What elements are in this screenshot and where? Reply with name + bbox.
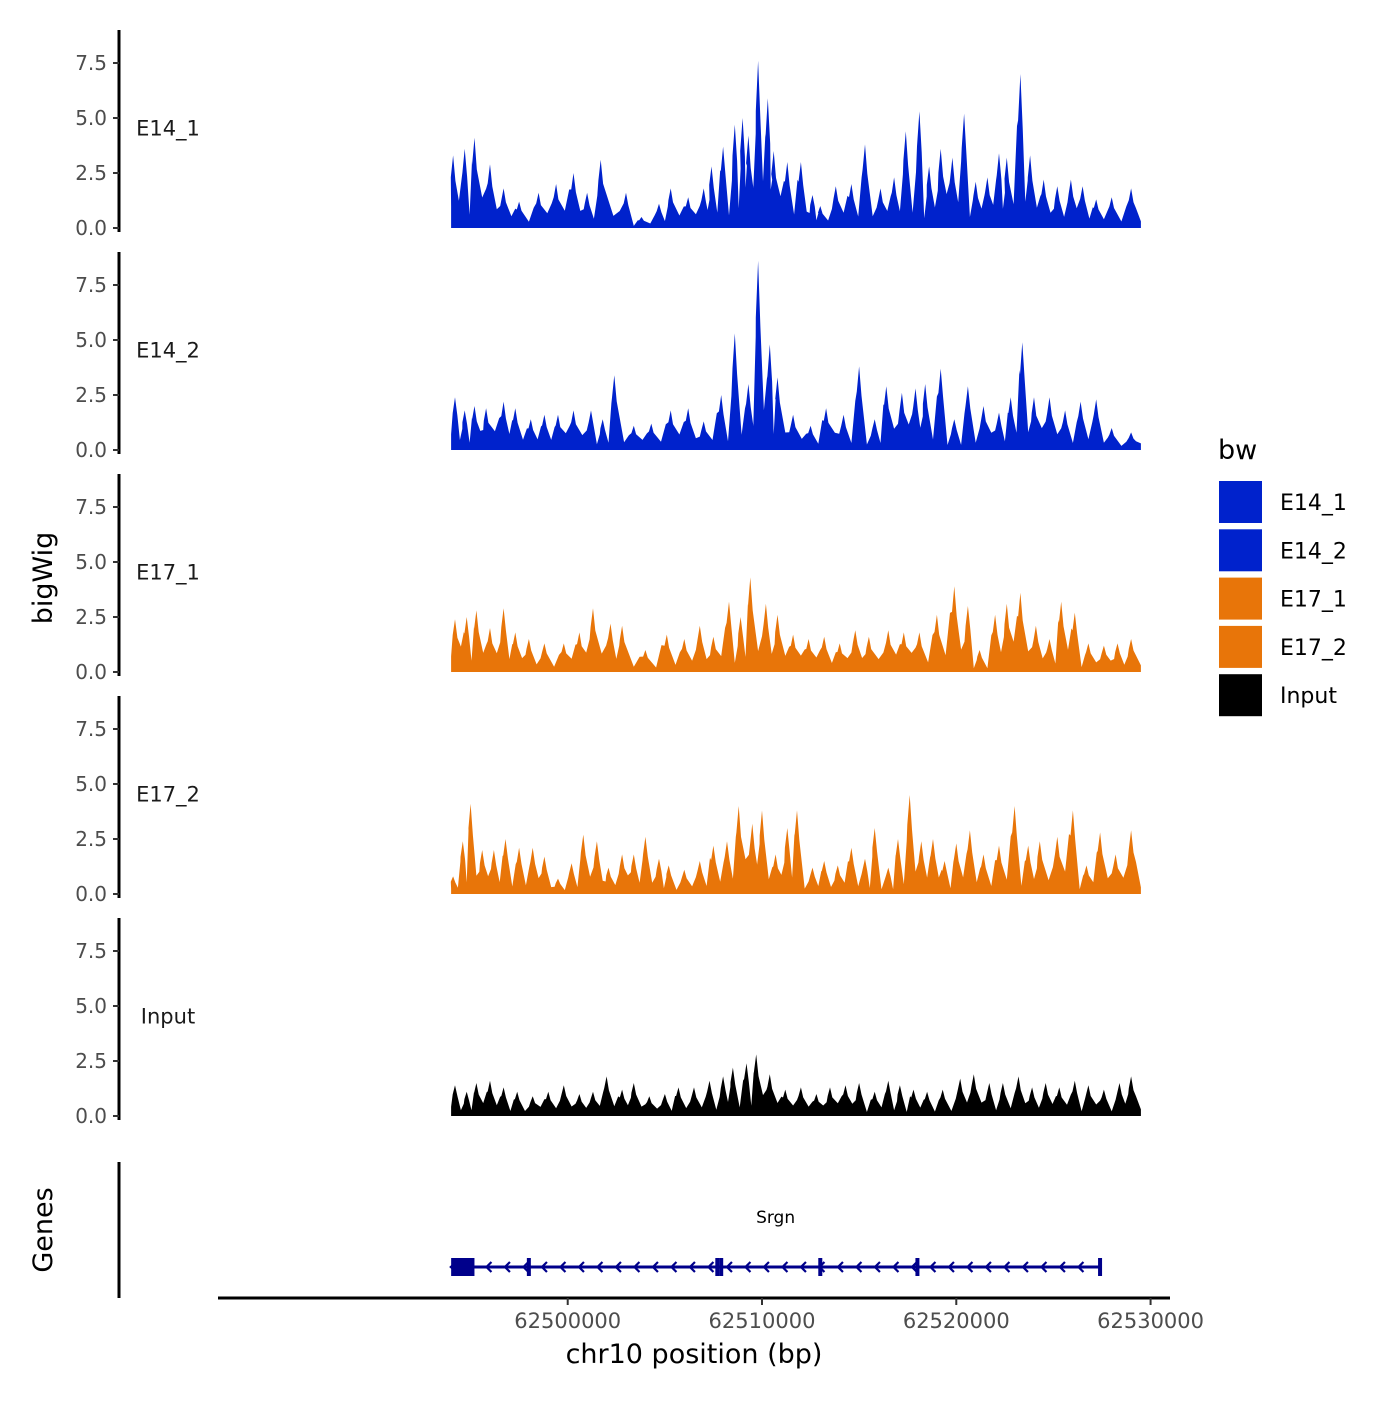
y-tick-label: 5.0 [75,772,107,796]
x-tick-label: 62530000 [1097,1309,1204,1333]
legend-label: E17_2 [1280,636,1347,661]
y-tick-label: 5.0 [75,106,107,130]
x-tick-label: 62510000 [709,1309,816,1333]
x-axis: 62500000 62510000 62520000 62530000 [218,1298,1204,1333]
y-tick-label: 7.5 [75,717,107,741]
y-tick-label: 2.5 [75,161,107,185]
y-tick-label: 0.0 [75,438,107,462]
track-E17_2: 0.0 2.5 5.0 7.5 E17_2 [75,696,1141,906]
track-E17_1: 0.0 2.5 5.0 7.5 E17_1 [75,474,1141,684]
gene-exon-mark [915,1258,919,1276]
track-label: Input [141,1005,195,1029]
gene-exon-mark [527,1258,531,1276]
legend-label: E14_1 [1280,491,1347,516]
coverage-area-E14_2 [451,261,1141,450]
track-E14_2: 0.0 2.5 5.0 7.5 E14_2 [75,252,1141,462]
y-axis-title: bigWig [28,532,59,625]
track-label: E17_2 [136,783,200,808]
track-Input: 0.0 2.5 5.0 7.5 Input [75,918,1141,1128]
gene-panel: Srgn [119,1162,1102,1298]
y-tick-label: 2.5 [75,383,107,407]
y-tick-label: 7.5 [75,273,107,297]
y-tick-label: 2.5 [75,605,107,629]
coverage-area-E14_1 [451,61,1141,228]
y-tick-label: 0.0 [75,1104,107,1128]
y-tick-label: 5.0 [75,328,107,352]
y-tick-label: 0.0 [75,882,107,906]
tracks-layer: 0.0 2.5 5.0 7.5 E14_1 0.0 2.5 5.0 7.5 E14_2 0.0 2.5… [75,30,1141,1128]
x-tick-label: 62520000 [903,1309,1010,1333]
gene-exon-mark [715,1258,719,1276]
track-E14_1: 0.0 2.5 5.0 7.5 E14_1 [75,30,1141,240]
coverage-area-Input [451,1054,1141,1116]
legend: bw E14_1 E14_2 E17_1 E17_2 Input [1218,435,1347,717]
y-tick-label: 5.0 [75,994,107,1018]
x-axis-title: chr10 position (bp) [566,1339,823,1370]
legend-swatch [1218,480,1263,524]
legend-label: E17_1 [1280,588,1347,613]
x-tick-label: 62500000 [514,1309,621,1333]
legend-label: Input [1280,684,1337,709]
track-label: E14_2 [136,339,200,364]
track-label: E17_1 [136,561,200,586]
track-label: E14_1 [136,117,200,142]
legend-swatch [1218,577,1263,621]
y-tick-label: 0.0 [75,216,107,240]
coverage-area-E17_1 [451,577,1141,672]
gene-exon-mark [1098,1258,1102,1276]
legend-swatch [1218,673,1263,717]
gene-exon-mark [818,1258,822,1276]
legend-label: E14_2 [1280,539,1347,564]
gene-name-label: Srgn [756,1208,795,1228]
y-tick-label: 0.0 [75,660,107,684]
gene-panel-title: Genes [28,1187,59,1272]
y-tick-label: 7.5 [75,495,107,519]
y-tick-label: 2.5 [75,827,107,851]
y-tick-label: 5.0 [75,550,107,574]
legend-title: bw [1218,435,1257,466]
y-tick-label: 2.5 [75,1049,107,1073]
gene-exon-mark [719,1258,723,1276]
y-tick-label: 7.5 [75,939,107,963]
coverage-area-E17_2 [451,795,1141,894]
legend-swatch [1218,625,1263,669]
legend-swatch [1218,528,1263,572]
y-tick-label: 7.5 [75,51,107,75]
